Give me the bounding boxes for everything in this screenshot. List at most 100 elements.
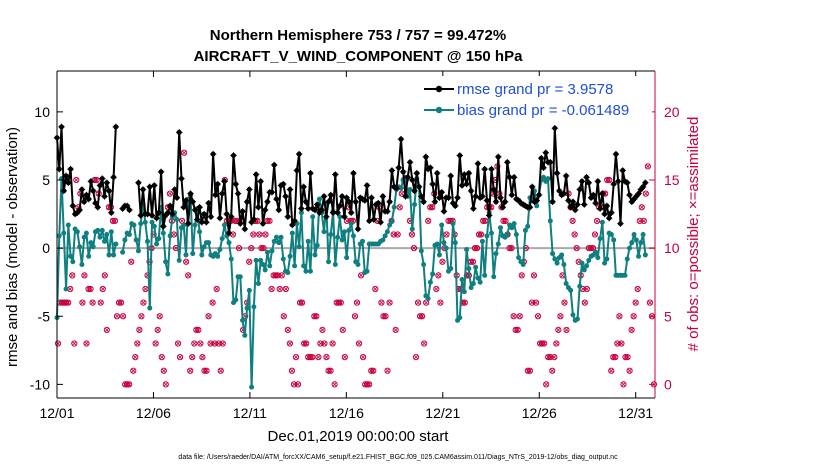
obs-count-marker bbox=[408, 231, 416, 238]
obs-count-marker bbox=[612, 354, 619, 361]
obs-assimilated-mark bbox=[529, 300, 535, 305]
bias-point bbox=[450, 221, 456, 227]
obs-assimilated-mark bbox=[129, 259, 134, 264]
bias-point bbox=[495, 241, 501, 247]
obs-assimilated-mark bbox=[155, 327, 160, 332]
obs-count-marker bbox=[117, 299, 125, 306]
obs-count-marker bbox=[154, 326, 161, 333]
obs-assimilated-mark bbox=[118, 300, 124, 305]
obs-count-marker bbox=[355, 340, 363, 347]
obs-assimilated-mark bbox=[356, 341, 362, 346]
y-axis-label-left: rmse and bias (model - observation) bbox=[4, 127, 21, 367]
legend-rmse-marker bbox=[435, 85, 443, 93]
bias-point bbox=[439, 222, 445, 228]
obs-assimilated-mark bbox=[310, 355, 315, 360]
obs-count-marker bbox=[201, 367, 208, 374]
obs-count-marker bbox=[130, 367, 137, 374]
obs-count-marker bbox=[410, 245, 418, 252]
obs-assimilated-mark bbox=[483, 218, 488, 223]
obs-count-marker bbox=[610, 354, 617, 361]
obs-count-marker bbox=[156, 313, 163, 320]
bias-point bbox=[292, 263, 298, 269]
obs-assimilated-mark bbox=[328, 368, 333, 373]
obs-count-marker bbox=[524, 367, 531, 374]
obs-count-marker bbox=[437, 299, 444, 306]
bias-point bbox=[183, 252, 189, 258]
bias-point bbox=[522, 227, 528, 233]
obs-count-marker bbox=[71, 340, 78, 347]
obs-assimilated-mark bbox=[399, 191, 404, 196]
bias-point bbox=[65, 222, 71, 228]
x-axis-label: Dec.01,2019 00:00:00 start bbox=[268, 428, 450, 445]
bias-point bbox=[160, 230, 166, 236]
obs-count-marker bbox=[109, 217, 117, 224]
obs-assimilated-mark bbox=[592, 232, 598, 237]
bias-point bbox=[154, 241, 160, 247]
obs-assimilated-mark bbox=[361, 355, 366, 360]
bias-point bbox=[364, 268, 370, 274]
obs-count-marker bbox=[134, 340, 141, 347]
obs-count-marker bbox=[604, 176, 611, 184]
obs-count-marker bbox=[343, 217, 350, 224]
obs-assimilated-mark bbox=[639, 205, 644, 210]
obs-count-marker bbox=[587, 245, 595, 252]
obs-assimilated-mark bbox=[479, 232, 484, 237]
obs-count-marker bbox=[85, 285, 92, 293]
bias-point bbox=[491, 274, 497, 280]
obs-count-marker bbox=[386, 299, 393, 306]
obs-assimilated-mark bbox=[574, 246, 579, 251]
y-right-tick-label: 15 bbox=[664, 172, 680, 188]
obs-assimilated-mark bbox=[580, 286, 585, 292]
obs-assimilated-mark bbox=[434, 286, 439, 292]
obs-assimilated-mark bbox=[114, 314, 120, 319]
bias-point bbox=[443, 245, 449, 251]
bias-point bbox=[459, 276, 465, 282]
bias-point bbox=[70, 259, 76, 265]
obs-assimilated-mark bbox=[210, 300, 215, 305]
obs-assimilated-mark bbox=[316, 355, 321, 360]
obs-assimilated-mark bbox=[570, 218, 575, 223]
obs-count-marker bbox=[58, 299, 66, 306]
obs-count-marker bbox=[545, 354, 552, 361]
obs-count-marker bbox=[113, 313, 121, 320]
bias-point bbox=[181, 222, 187, 228]
obs-assimilated-mark bbox=[255, 218, 260, 223]
obs-assimilated-mark bbox=[340, 327, 345, 332]
obs-count-marker bbox=[477, 231, 485, 238]
obs-assimilated-mark bbox=[371, 368, 376, 373]
bias-point bbox=[156, 236, 162, 242]
bias-point bbox=[74, 229, 80, 235]
obs-assimilated-mark bbox=[68, 286, 73, 292]
bias-point bbox=[83, 230, 89, 236]
obs-assimilated-mark bbox=[645, 164, 650, 169]
obs-count-marker bbox=[54, 340, 62, 347]
obs-count-marker bbox=[335, 299, 342, 306]
obs-assimilated-mark bbox=[395, 232, 400, 237]
obs-count-marker bbox=[81, 272, 88, 279]
obs-assimilated-mark bbox=[80, 300, 85, 305]
obs-count-marker bbox=[366, 381, 373, 388]
obs-assimilated-mark bbox=[344, 218, 349, 223]
bias-point bbox=[391, 204, 397, 210]
obs-count-marker bbox=[547, 354, 554, 361]
bias-point bbox=[298, 210, 304, 216]
bias-point bbox=[359, 238, 365, 244]
obs-count-marker bbox=[189, 354, 196, 361]
obs-assimilated-mark bbox=[192, 341, 197, 346]
obs-count-marker bbox=[187, 367, 194, 374]
obs-count-marker bbox=[231, 217, 239, 224]
bias-point bbox=[511, 221, 517, 227]
bias-point bbox=[468, 285, 474, 291]
obs-assimilated-mark bbox=[190, 355, 195, 360]
obs-count-marker bbox=[539, 340, 546, 347]
obs-count-marker bbox=[199, 354, 206, 361]
obs-count-marker bbox=[581, 299, 588, 306]
obs-assimilated-mark bbox=[127, 382, 132, 387]
obs-assimilated-mark bbox=[90, 300, 95, 305]
obs-assimilated-mark bbox=[444, 232, 449, 237]
obs-count-marker bbox=[158, 354, 165, 361]
obs-assimilated-mark bbox=[102, 273, 107, 278]
bias-point bbox=[344, 255, 350, 261]
obs-assimilated-mark bbox=[104, 327, 109, 332]
obs-count-marker bbox=[124, 381, 131, 388]
